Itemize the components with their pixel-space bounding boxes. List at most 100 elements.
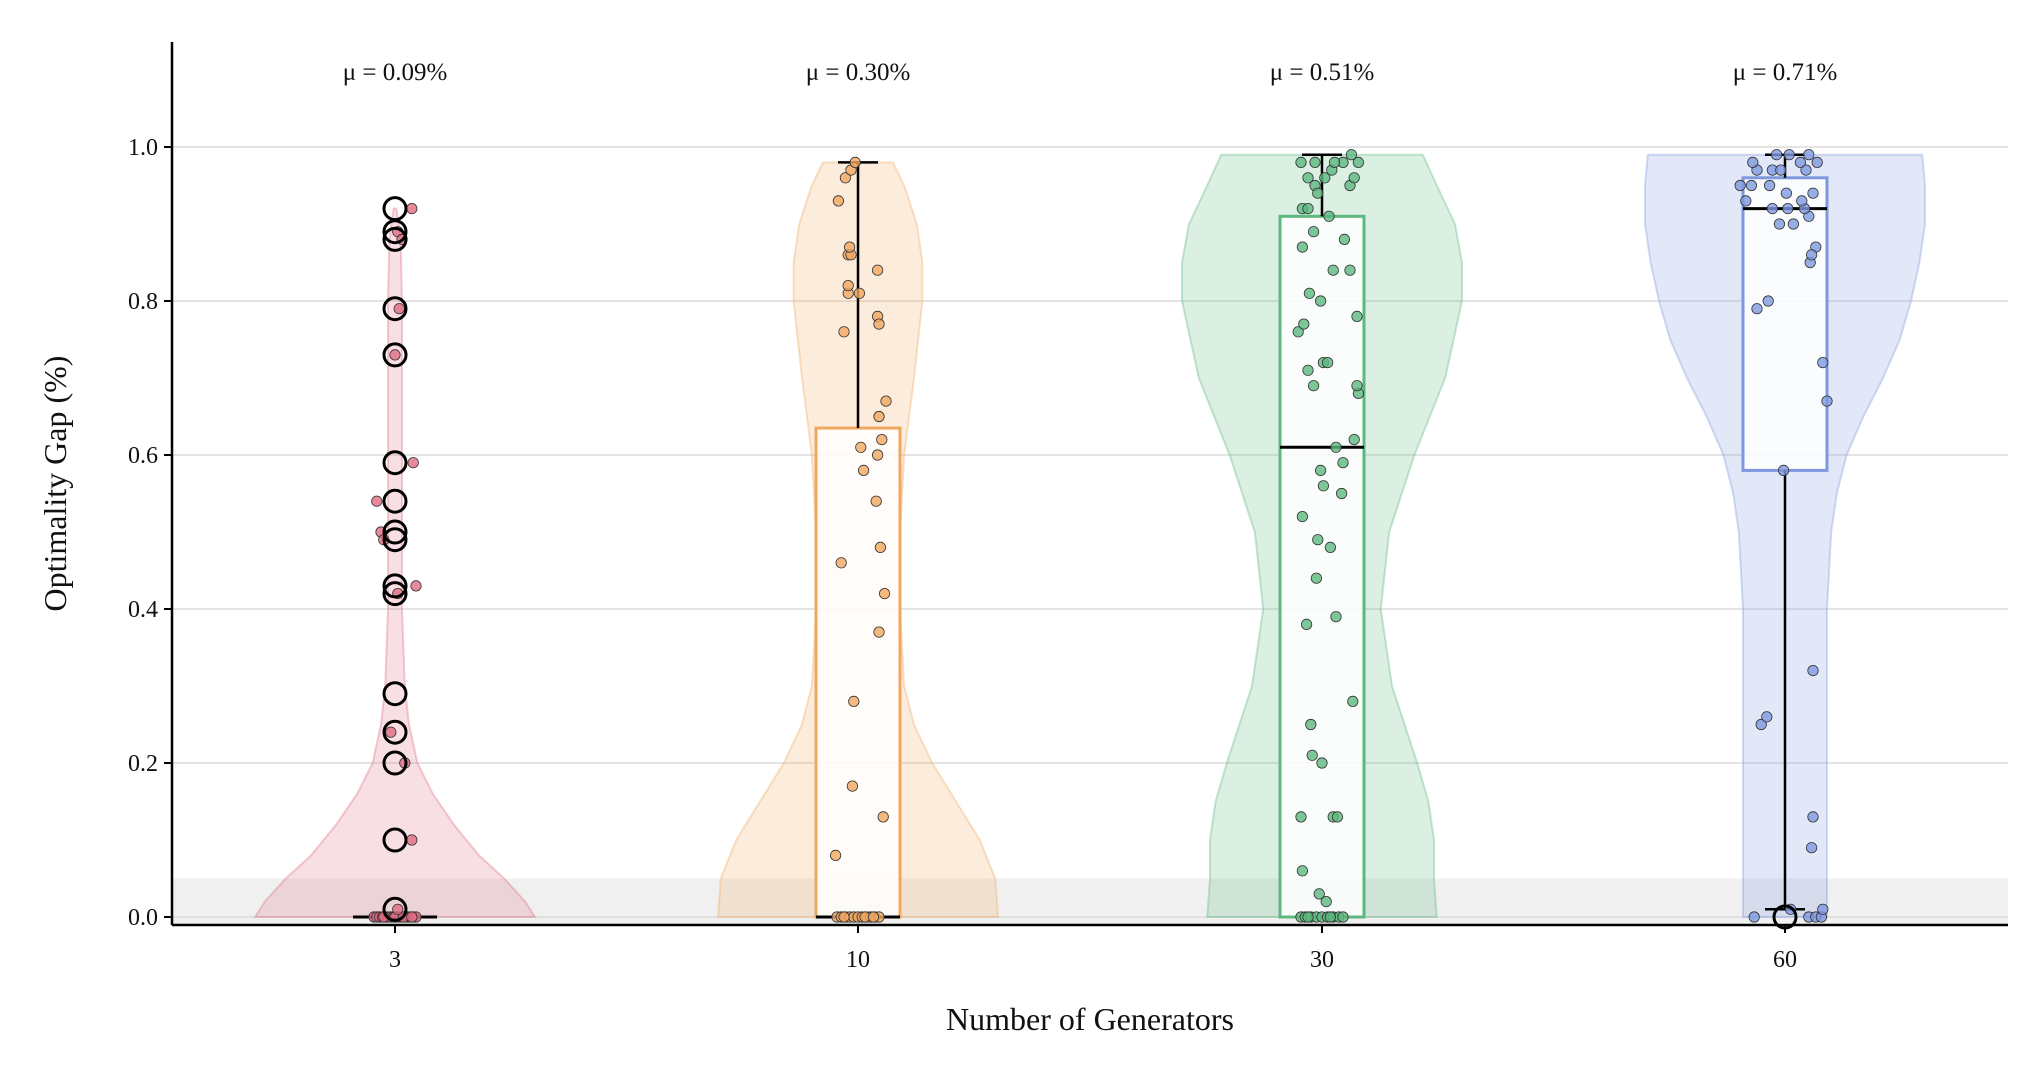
data-point bbox=[1344, 264, 1356, 276]
data-point bbox=[829, 849, 842, 862]
data-point bbox=[1734, 179, 1746, 192]
x-tick-label: 30 bbox=[1310, 947, 1334, 973]
data-point bbox=[1295, 156, 1307, 168]
data-point bbox=[1755, 718, 1767, 731]
data-point bbox=[848, 695, 860, 708]
outlier-marker bbox=[382, 296, 408, 322]
data-point bbox=[1324, 911, 1337, 923]
shaded-band-layer bbox=[172, 878, 2008, 925]
data-point bbox=[1794, 156, 1807, 168]
outlier-marker bbox=[382, 581, 408, 607]
data-point bbox=[1298, 318, 1310, 330]
x-tick-label: 10 bbox=[846, 947, 870, 973]
data-point bbox=[849, 156, 861, 168]
data-point bbox=[1766, 203, 1779, 215]
data-point bbox=[1348, 172, 1360, 184]
outlier-marker bbox=[382, 519, 408, 545]
data-point bbox=[1336, 487, 1348, 500]
box-layer bbox=[353, 153, 1829, 919]
data-point bbox=[1345, 149, 1358, 161]
data-point bbox=[1331, 811, 1344, 823]
data-point bbox=[1783, 149, 1795, 161]
data-point bbox=[1748, 911, 1760, 923]
data-point bbox=[1787, 218, 1800, 230]
data-point bbox=[1310, 572, 1323, 584]
data-point bbox=[1302, 172, 1314, 184]
data-point bbox=[1740, 195, 1752, 207]
data-point bbox=[406, 911, 418, 923]
data-point bbox=[871, 449, 884, 461]
data-point bbox=[1296, 510, 1309, 523]
point-layer bbox=[368, 149, 1833, 930]
data-point bbox=[855, 441, 867, 453]
data-point bbox=[1751, 303, 1763, 315]
data-point bbox=[1806, 249, 1818, 261]
box-60 bbox=[1741, 176, 1829, 472]
data-point bbox=[842, 279, 854, 292]
data-point bbox=[1329, 156, 1341, 168]
mean-label: μ = 0.09% bbox=[343, 59, 448, 86]
data-point bbox=[1295, 811, 1307, 823]
data-point bbox=[1320, 895, 1332, 908]
violin-layer bbox=[253, 153, 1926, 918]
outlier-marker bbox=[382, 219, 408, 245]
data-point bbox=[867, 911, 880, 923]
data-point bbox=[393, 303, 405, 315]
y-tick-label: 0.0 bbox=[128, 905, 158, 931]
data-point bbox=[843, 241, 856, 253]
mean-label: μ = 0.51% bbox=[1270, 59, 1375, 86]
data-point bbox=[1308, 226, 1320, 238]
data-point bbox=[1322, 356, 1334, 369]
x-tick-label: 60 bbox=[1773, 947, 1797, 973]
data-point bbox=[1807, 187, 1819, 199]
data-point bbox=[1807, 811, 1819, 823]
data-point bbox=[853, 287, 866, 299]
data-point bbox=[1315, 295, 1327, 307]
data-point bbox=[1807, 664, 1819, 677]
data-point bbox=[1323, 210, 1335, 222]
data-point bbox=[1761, 711, 1773, 723]
data-point bbox=[1348, 433, 1360, 446]
outlier-marker bbox=[382, 750, 408, 776]
data-point bbox=[1302, 364, 1314, 376]
y-tick-label: 0.2 bbox=[128, 751, 158, 777]
data-point bbox=[873, 318, 885, 330]
y-tick-label: 0.4 bbox=[128, 597, 158, 623]
data-point bbox=[1302, 911, 1314, 923]
data-point bbox=[1803, 149, 1815, 161]
data-point bbox=[1306, 749, 1318, 761]
data-point bbox=[873, 410, 885, 423]
data-point bbox=[1338, 233, 1351, 245]
mean-label: μ = 0.30% bbox=[806, 59, 911, 86]
outlier-marker bbox=[382, 527, 408, 553]
grid-layer bbox=[172, 146, 2008, 918]
data-point bbox=[1762, 295, 1774, 307]
data-point bbox=[1352, 156, 1365, 168]
data-point bbox=[371, 495, 383, 507]
x-axis-label: Number of Generators bbox=[946, 1001, 1234, 1037]
data-point bbox=[1316, 757, 1328, 769]
data-point bbox=[838, 911, 850, 923]
outlier-marker bbox=[382, 827, 408, 853]
near-zero-band bbox=[172, 878, 2008, 925]
data-point bbox=[1775, 164, 1787, 176]
data-point bbox=[1351, 310, 1363, 322]
data-point bbox=[1778, 464, 1790, 476]
data-point bbox=[1782, 203, 1794, 215]
data-point bbox=[876, 433, 888, 446]
y-tick-label: 0.6 bbox=[128, 443, 158, 469]
data-point bbox=[1312, 534, 1324, 546]
data-point bbox=[1327, 264, 1339, 276]
outlier-marker bbox=[382, 226, 408, 252]
data-point bbox=[878, 587, 891, 600]
data-point bbox=[1315, 464, 1327, 476]
data-point bbox=[1337, 911, 1349, 923]
data-point bbox=[410, 580, 422, 592]
data-point bbox=[1319, 172, 1331, 184]
outlier-marker bbox=[382, 719, 408, 745]
data-point bbox=[1817, 356, 1829, 369]
data-point bbox=[835, 557, 847, 569]
data-point bbox=[1309, 156, 1321, 168]
mean-label: μ = 0.71% bbox=[1733, 59, 1838, 86]
